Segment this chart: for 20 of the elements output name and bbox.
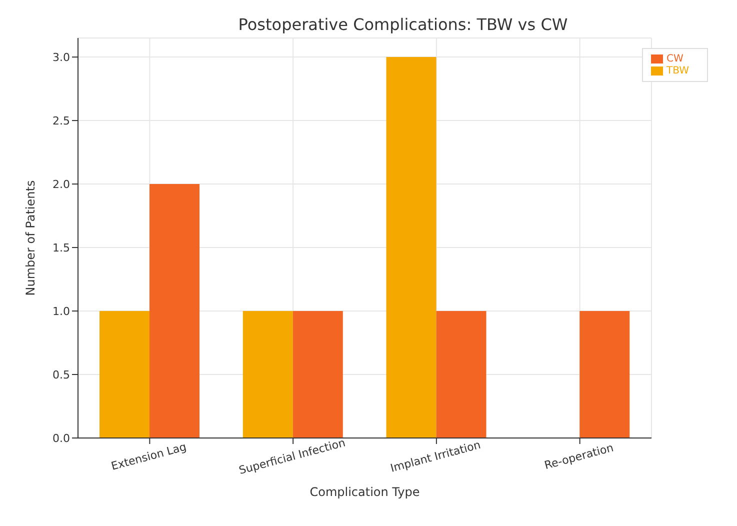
y-tick-label: 1.5 xyxy=(52,241,70,254)
bar xyxy=(386,57,436,438)
y-axis-title: Number of Patients xyxy=(23,180,38,296)
bar xyxy=(580,311,630,438)
y-tick-label: 1.0 xyxy=(52,304,70,318)
y-tick-label: 2.5 xyxy=(52,114,70,128)
y-tick-label: 0.5 xyxy=(52,368,70,382)
bar xyxy=(100,311,150,438)
bar xyxy=(436,311,486,438)
legend-label: TBW xyxy=(666,66,689,77)
chart-title: Postoperative Complications: TBW vs CW xyxy=(238,15,568,34)
bar xyxy=(292,311,343,438)
bar xyxy=(150,184,200,438)
x-axis-title: Complication Type xyxy=(310,485,420,499)
legend-label: CW xyxy=(666,54,684,65)
y-tick-label: 2.0 xyxy=(52,178,70,191)
y-tick-label: 0.0 xyxy=(52,432,70,445)
bar xyxy=(242,311,293,438)
y-tick-label: 3.0 xyxy=(52,50,70,64)
x-tick-label: Implant Irritation xyxy=(389,438,482,475)
